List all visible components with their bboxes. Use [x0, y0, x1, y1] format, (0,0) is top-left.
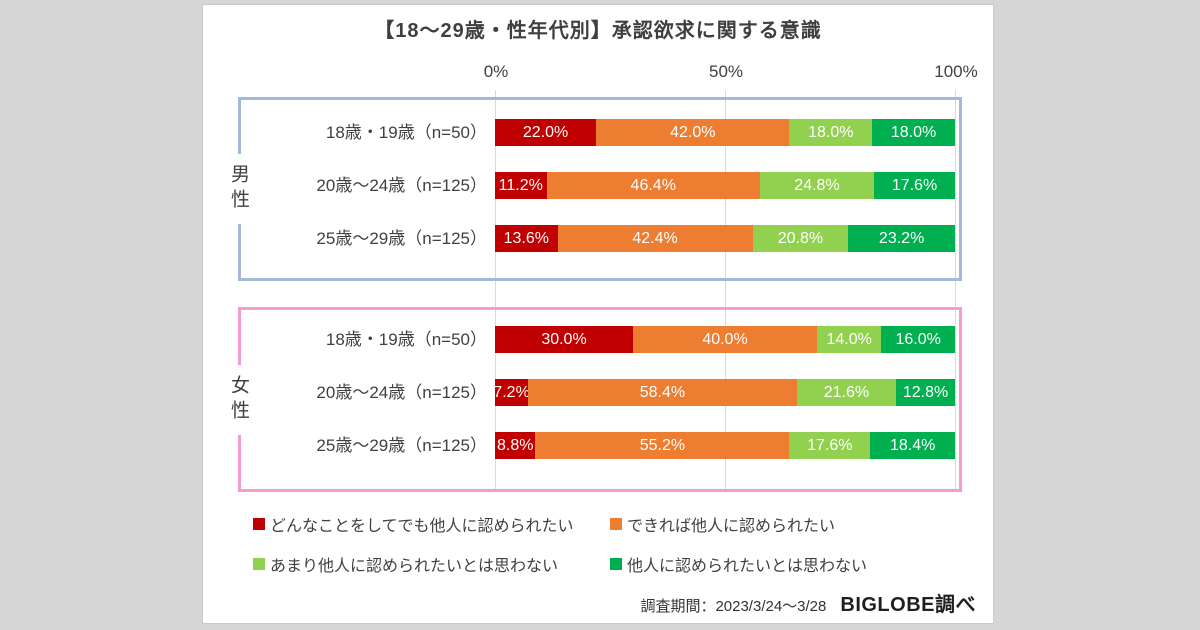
- bar-segment: 22.0%: [495, 119, 597, 146]
- survey-period: 調査期間：2023/3/24～3/28: [640, 598, 827, 615]
- segment-value-label: 46.4%: [630, 177, 676, 194]
- bar-segment: 24.8%: [759, 172, 875, 199]
- legend-swatch-red: [253, 518, 265, 530]
- bar-segment: 16.0%: [881, 326, 955, 353]
- segment-value-label: 20.8%: [777, 230, 824, 247]
- gridline-0: [495, 90, 496, 492]
- bar-segment: 42.4%: [557, 225, 753, 252]
- segment-value-label: 42.0%: [670, 124, 716, 141]
- bar-segment: 55.2%: [535, 432, 790, 459]
- legend-label: できれば他人に認められたい: [627, 518, 836, 535]
- segment-value-label: 17.6%: [891, 177, 938, 194]
- legend-swatch-lightgreen: [253, 558, 265, 570]
- segment-value-label: 13.6%: [503, 230, 549, 247]
- legend-item: 他人に認められたいとは思わない: [610, 552, 867, 576]
- stacked-bar: 11.2% 46.4% 24.8% 17.6%: [495, 172, 955, 199]
- group-label-female: 女性: [225, 364, 252, 435]
- segment-value-label: 18.4%: [889, 437, 936, 454]
- segment-value-label: 58.4%: [639, 384, 686, 401]
- segment-value-label: 18.0%: [890, 124, 937, 141]
- source-credit: BIGLOBE調べ: [840, 594, 976, 616]
- bar-segment: 30.0%: [495, 326, 633, 353]
- bar-segment: 18.4%: [870, 432, 955, 459]
- legend-label: あまり他人に認められたいとは思わない: [270, 558, 559, 575]
- bar-segment: 18.0%: [872, 119, 955, 146]
- stacked-bar: 13.6% 42.4% 20.8% 23.2%: [495, 225, 955, 252]
- bar-segment: 42.0%: [596, 119, 790, 146]
- legend-swatch-orange: [610, 518, 622, 530]
- segment-value-label: 42.4%: [632, 230, 678, 247]
- segment-value-label: 55.2%: [639, 437, 686, 454]
- segment-value-label: 22.0%: [522, 124, 569, 141]
- bar-segment: 20.8%: [752, 225, 849, 252]
- legend-label: どんなことをしてでも他人に認められたい: [270, 518, 574, 535]
- row-label: 18歳・19歳（n=50）: [325, 123, 487, 142]
- bar-segment: 14.0%: [817, 326, 882, 353]
- footer: 調査期間：2023/3/24～3/28 BIGLOBE調べ: [640, 588, 976, 617]
- axis-tick-50: 50%: [708, 62, 744, 81]
- group-label-male: 男性: [225, 154, 252, 224]
- gridline-100: [955, 90, 956, 492]
- segment-value-label: 12.8%: [902, 384, 949, 401]
- legend-label: 他人に認められたいとは思わない: [627, 558, 868, 575]
- segment-value-label: 30.0%: [541, 331, 587, 348]
- axis-tick-100: 100%: [934, 62, 978, 81]
- bar-segment: 12.8%: [896, 379, 955, 406]
- segment-value-label: 11.2%: [498, 177, 543, 194]
- axis-tick-0: 0%: [483, 62, 509, 81]
- segment-value-label: 40.0%: [702, 331, 748, 348]
- segment-value-label: 18.0%: [808, 124, 854, 141]
- segment-value-label: 8.8%: [497, 437, 534, 454]
- bar-segment: 18.0%: [789, 119, 873, 146]
- legend-item: できれば他人に認められたい: [610, 512, 835, 536]
- row-label: 25歳～29歳（n=125）: [316, 436, 487, 455]
- row-label: 18歳・19歳（n=50）: [325, 330, 487, 349]
- bar-segment: 21.6%: [796, 379, 897, 406]
- segment-value-label: 24.8%: [794, 177, 840, 194]
- chart-card-background: [202, 4, 994, 624]
- bar-segment: 46.4%: [546, 172, 760, 199]
- segment-value-label: 23.2%: [878, 230, 925, 247]
- gridline-50: [725, 90, 726, 492]
- segment-value-label: 14.0%: [826, 331, 872, 348]
- row-label: 20歳～24歳（n=125）: [316, 383, 487, 402]
- stacked-bar: 8.8% 55.2% 17.6% 18.4%: [495, 432, 955, 459]
- stacked-bar: 22.0% 42.0% 18.0% 18.0%: [495, 119, 955, 146]
- group-box-male: 男性: [225, 97, 962, 281]
- bar-segment: 7.2%: [493, 379, 530, 406]
- bar-segment: 58.4%: [528, 379, 797, 406]
- group-box-female: 女性: [225, 307, 962, 492]
- segment-value-label: 17.6%: [807, 437, 853, 454]
- bar-segment: 13.6%: [495, 225, 558, 252]
- stacked-bar: 7.2% 58.4% 21.6% 12.8%: [493, 379, 955, 406]
- bar-segment: 23.2%: [848, 225, 955, 252]
- segment-value-label: 16.0%: [895, 331, 941, 348]
- bar-segment: 17.6%: [789, 432, 871, 459]
- legend-item: どんなことをしてでも他人に認められたい: [253, 512, 574, 536]
- segment-value-label: 7.2%: [493, 384, 530, 401]
- bar-segment: 11.2%: [495, 172, 547, 199]
- bar-segment: 17.6%: [874, 172, 955, 199]
- row-label: 25歳～29歳（n=125）: [316, 229, 487, 248]
- bar-segment: 8.8%: [495, 432, 536, 459]
- chart-title: 【18～29歳・性年代別】承認欲求に関する意識: [374, 20, 822, 42]
- bar-segment: 40.0%: [633, 326, 817, 353]
- legend-item: あまり他人に認められたいとは思わない: [253, 552, 558, 576]
- stacked-bar: 30.0% 40.0% 14.0% 16.0%: [495, 326, 955, 353]
- segment-value-label: 21.6%: [823, 384, 870, 401]
- legend-swatch-green: [610, 558, 622, 570]
- row-label: 20歳～24歳（n=125）: [316, 176, 487, 195]
